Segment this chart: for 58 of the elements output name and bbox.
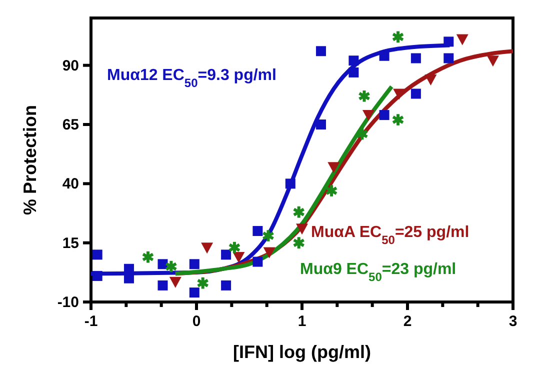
point — [379, 110, 390, 120]
point — [362, 110, 374, 122]
point — [348, 67, 359, 78]
point — [392, 112, 404, 127]
y-tick-label: 90 — [62, 57, 79, 74]
point — [263, 247, 276, 258]
point — [392, 30, 404, 44]
point — [316, 120, 326, 130]
point — [92, 270, 102, 281]
point — [410, 53, 421, 64]
x-axis-title: [IFN] log (pg/ml) — [233, 342, 371, 362]
point — [424, 74, 437, 86]
point — [296, 224, 308, 235]
point — [189, 288, 200, 298]
point — [292, 204, 306, 220]
point — [158, 259, 168, 270]
point — [292, 236, 306, 250]
point — [316, 46, 326, 56]
y-axis-title: % Protection — [20, 104, 40, 216]
point — [358, 88, 371, 104]
y-tick-label: 40 — [62, 176, 79, 193]
point — [444, 36, 454, 47]
y-tick-label: 15 — [62, 234, 79, 252]
x-tick-label: 0 — [192, 313, 201, 330]
x-tick-label: 1 — [298, 313, 306, 330]
x-tick-label: 2 — [403, 313, 412, 330]
point — [201, 242, 214, 254]
point — [328, 162, 340, 174]
point — [232, 252, 245, 264]
point — [456, 34, 468, 46]
point — [196, 276, 210, 290]
point — [393, 88, 406, 100]
point — [92, 250, 102, 260]
point — [228, 240, 241, 255]
point — [158, 280, 168, 290]
point — [169, 276, 182, 288]
point — [285, 178, 296, 189]
point — [325, 184, 338, 198]
point — [262, 228, 275, 243]
text: Muα12 EC$_{50}$=9.3 pg/ml — [107, 67, 276, 90]
point — [444, 53, 454, 64]
point — [252, 226, 263, 236]
point — [142, 250, 154, 264]
point — [189, 259, 200, 270]
series-label: MuαA EC$_{50}$=25 pg/ml — [311, 224, 470, 247]
point — [410, 88, 421, 99]
point — [221, 250, 232, 260]
point — [221, 280, 232, 290]
x-tick-label: 3 — [508, 313, 518, 330]
point — [486, 56, 499, 67]
point — [356, 126, 369, 142]
series-label: Muα9 EC$_{50}$=23 pg/ml — [300, 261, 456, 284]
point — [252, 256, 263, 267]
point — [348, 56, 359, 66]
point — [379, 50, 390, 61]
x-tick-label: -1 — [84, 313, 98, 330]
y-tick-label: -10 — [57, 294, 79, 311]
y-tick-label: 65 — [62, 116, 79, 134]
